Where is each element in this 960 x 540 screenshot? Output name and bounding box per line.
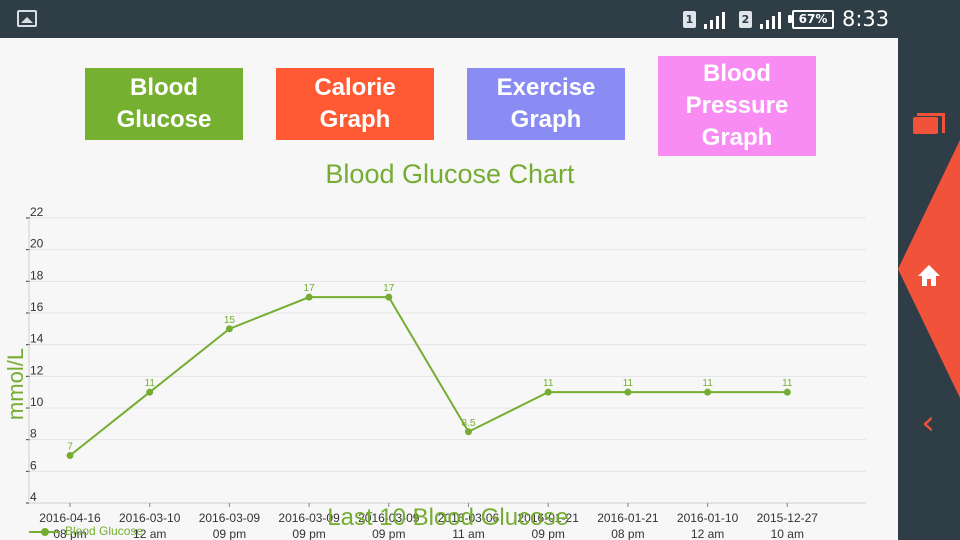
data-point	[783, 388, 791, 396]
x-tick-label: 2016-04-16 08 pm	[39, 511, 101, 540]
data-label: 11	[145, 378, 156, 389]
battery-percent: 67%	[798, 12, 828, 26]
calorie-graph-button[interactable]: Calorie Graph	[276, 68, 434, 140]
data-point	[544, 388, 552, 396]
x-tick-label: 2016-03-06 11 am	[438, 511, 500, 540]
x-tick-label: 2016-03-09 09 pm	[358, 511, 420, 540]
signal-icon	[704, 12, 728, 29]
data-point	[385, 293, 393, 301]
sim-1-label: 1	[685, 13, 694, 26]
blood-glucose-line-chart: 4 6 8 10 12 14 16 18 20 22 7 2016-04-16 08 pm 11 2016-…	[26, 205, 866, 540]
data-point	[66, 452, 74, 459]
y-tick-label: 4	[30, 490, 37, 504]
status-bar: 1 2 67% 8:33	[0, 0, 960, 38]
y-tick-label: 14	[30, 332, 44, 346]
battery-icon: 67%	[792, 10, 834, 29]
blood-glucose-series-line	[69, 296, 788, 457]
side-navigation-panel: ‹	[898, 38, 960, 540]
sim-2-label: 2	[741, 13, 750, 26]
data-label: 11	[782, 378, 793, 389]
x-tick-label: 2016-03-09 09 pm	[199, 511, 261, 540]
y-tick-label: 22	[30, 205, 44, 219]
data-label: 7	[67, 442, 73, 453]
y-tick-label: 6	[30, 458, 37, 472]
signal-icon	[760, 12, 784, 29]
battery-tip-icon	[788, 15, 792, 23]
y-tick-label: 12	[30, 363, 44, 377]
x-tick-label: 2016-03-10 12 am	[119, 511, 181, 540]
data-point	[305, 293, 313, 301]
data-label: 11	[702, 378, 713, 389]
x-tick-label: 2016-01-10 12 am	[677, 511, 739, 540]
chart-legend: Blood Glucose	[29, 522, 229, 540]
data-point	[624, 388, 632, 396]
legend-swatch	[29, 528, 60, 536]
data-point	[146, 388, 154, 396]
y-tick-label: 8	[30, 427, 37, 441]
data-label: 17	[304, 283, 316, 294]
data-label: 8.5	[462, 418, 476, 429]
data-point	[225, 325, 233, 333]
x-tick-label: 2015-12-27 10 am	[757, 511, 819, 540]
blood-glucose-button[interactable]: Blood Glucose	[85, 68, 243, 140]
data-label: 11	[623, 378, 634, 389]
data-label: 11	[543, 378, 554, 389]
legend-label: Blood Glucose	[65, 524, 144, 538]
sim-1-icon: 1	[683, 11, 696, 28]
chart-title: Blood Glucose Chart	[325, 159, 575, 189]
data-point	[465, 428, 472, 436]
x-axis-title: Last 10 Blood Glucose	[327, 504, 569, 531]
home-icon	[918, 265, 940, 286]
y-tick-label: 16	[30, 300, 44, 314]
blood-pressure-graph-button[interactable]: Blood Pressure Graph	[658, 56, 816, 156]
y-tick-label: 20	[30, 237, 44, 251]
recent-apps-icon[interactable]	[913, 113, 945, 134]
x-tick-label: 2016-01-21 08 pm	[597, 511, 659, 540]
x-tick-label: 2016-03-09 09 pm	[278, 511, 340, 540]
back-icon[interactable]: ‹	[921, 403, 935, 443]
sim-2-icon: 2	[739, 11, 752, 28]
y-tick-label: 10	[30, 395, 44, 409]
clock: 8:33	[842, 7, 890, 31]
data-label: 15	[224, 315, 236, 326]
data-point	[704, 388, 712, 396]
y-tick-label: 18	[30, 268, 44, 282]
data-label: 17	[383, 283, 395, 294]
blood-glucose-chart-screen: Blood Glucose Calorie Graph Exercise Gra…	[0, 38, 898, 540]
gallery-icon	[17, 10, 37, 27]
exercise-graph-button[interactable]: Exercise Graph	[467, 68, 625, 140]
home-button[interactable]	[898, 140, 960, 398]
x-tick-label: 2016-01-21 09 pm	[518, 511, 580, 540]
